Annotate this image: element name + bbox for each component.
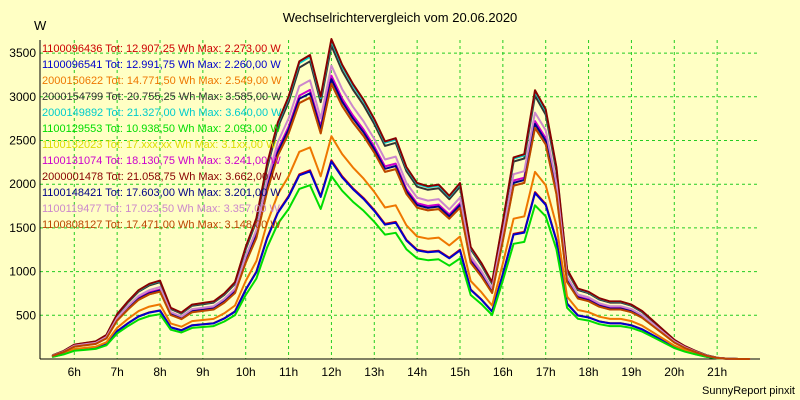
legend-entry-2000150622: 2000150622 Tot: 14.771,50 Wh Max: 2.549,…: [42, 75, 282, 87]
x-tick-label: 21h: [707, 365, 727, 379]
legend-entry-2000001478: 2000001478 Tot: 21.058,75 Wh Max: 3.662,…: [42, 171, 282, 183]
axes: 500 1000 1500 2000 2500 3000 3500 6h 7h 8h 9h 10h 11…: [9, 40, 760, 379]
series-line-1100129553: [51, 175, 751, 360]
x-tick-label: 12h: [321, 365, 341, 379]
x-tick-label: 16h: [493, 365, 513, 379]
legend-entry-2000154799: 2000154799 Tot: 20.755,25 Wh Max: 3.585,…: [42, 91, 282, 103]
x-tick-label: 10h: [236, 365, 256, 379]
series-line-1100096541: [51, 160, 751, 360]
legend-entry-1100096541: 1100096541 Tot: 12.991,75 Wh Max: 2.260,…: [42, 59, 281, 71]
legend-entry-2000149892: 2000149892 Tot: 21.327,00 Wh Max: 3.640,…: [42, 107, 282, 119]
legend-entry-1100129553: 1100129553 Tot: 10.938,50 Wh Max: 2.093,…: [42, 123, 281, 135]
footer-credit: SunnyReport pinxit: [702, 385, 795, 397]
series-lines: [51, 38, 751, 360]
series-line-1100119477: [51, 64, 751, 360]
y-tick-label: 500: [16, 308, 36, 322]
x-tick-label: 18h: [579, 365, 599, 379]
y-tick-label: 2500: [9, 134, 36, 148]
x-tick-label: 20h: [664, 365, 684, 379]
legend-entry-1100808127: 1100808127 Tot: 17.471,00 Wh Max: 3.148,…: [42, 219, 281, 231]
legend-entry-1100132023: 1100132023 Tot: 17.xxx,xx Wh Max: 3.1xx,…: [42, 139, 277, 151]
x-tick-label: 11h: [279, 365, 298, 379]
legend-entry-1100119477: 1100119477 Tot: 17.023,50 Wh Max: 3.357,…: [42, 203, 281, 215]
series-line-1100808127: [51, 82, 751, 360]
y-tick-label: 2000: [9, 177, 36, 191]
x-tick-label: 8h: [153, 365, 166, 379]
legend-entry-1100096436: 1100096436 Tot: 12.907,25 Wh Max: 2.273,…: [42, 43, 281, 55]
legend-entry-1100148421: 1100148421 Tot: 17.603,00 Wh Max: 3.201,…: [42, 187, 281, 199]
x-tick-label: 19h: [621, 365, 641, 379]
legend-entry-1100131074: 1100131074 Tot: 18.130,75 Wh Max: 3.241,…: [42, 155, 281, 167]
x-tick-label: 6h: [68, 365, 81, 379]
x-tick-label: 15h: [450, 365, 470, 379]
chart-title: Wechselrichtervergleich vom 20.06.2020: [283, 10, 518, 25]
y-tick-label: 3500: [9, 46, 36, 60]
legend: 1100096436 Tot: 12.907,25 Wh Max: 2.273,…: [42, 43, 282, 231]
y-tick-label: 1500: [9, 221, 36, 235]
y-tick-label: 3000: [9, 90, 36, 104]
x-tick-label: 9h: [196, 365, 209, 379]
x-tick-label: 14h: [407, 365, 427, 379]
series-line-2000001478: [51, 38, 751, 360]
y-axis-unit-label: W: [34, 18, 47, 33]
x-tick-label: 17h: [536, 365, 556, 379]
y-tick-label: 1000: [9, 265, 36, 279]
x-tick-label: 7h: [110, 365, 123, 379]
series-line-2000150622: [51, 135, 751, 360]
x-tick-label: 13h: [364, 365, 384, 379]
